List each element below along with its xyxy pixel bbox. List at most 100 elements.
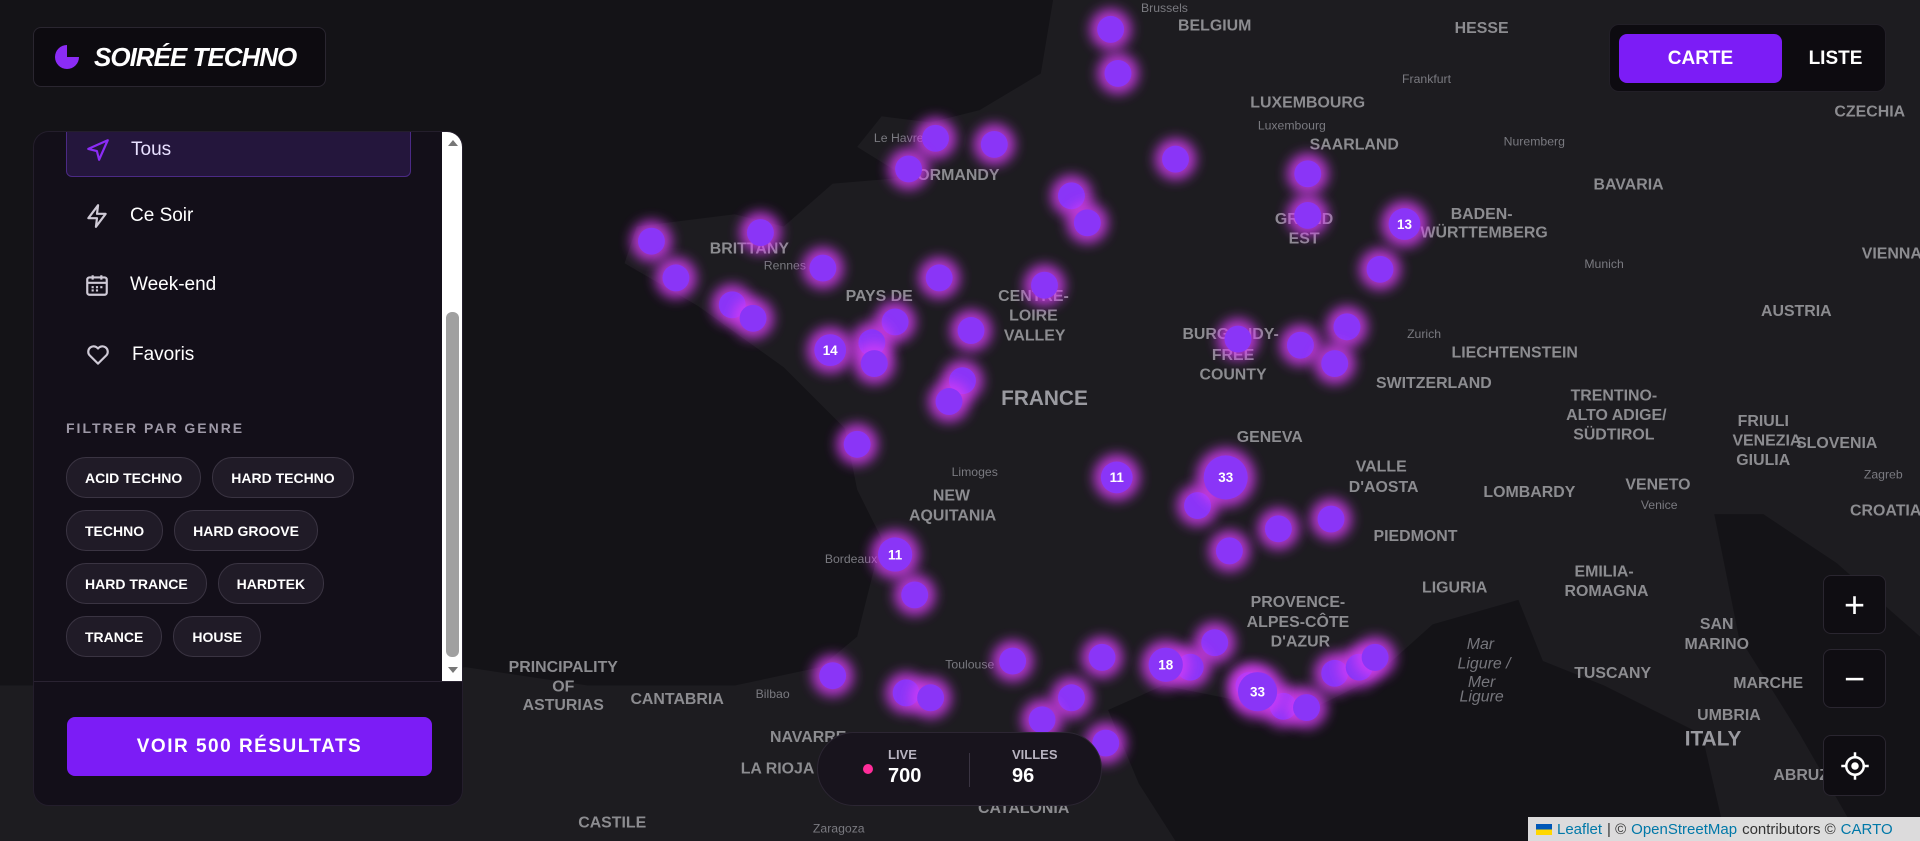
filter-title: FILTRER PAR GENRE [66,420,245,436]
attribution-link[interactable]: Leaflet [1557,820,1603,838]
event-marker[interactable] [909,676,952,719]
logo[interactable]: SOIRÉE TECHNO [33,27,326,87]
event-marker[interactable] [893,574,936,616]
event-marker[interactable] [1021,698,1063,741]
marker-dot [1317,505,1345,533]
map-label: BELGIUM [1178,18,1251,35]
genre-chip[interactable]: TECHNO [66,510,164,551]
event-marker[interactable] [732,297,774,340]
event-marker[interactable] [991,640,1034,682]
menu-item[interactable]: Week-end [66,258,409,311]
event-marker[interactable] [928,380,970,423]
map-label: AUSTRIA [1761,303,1832,320]
event-marker[interactable] [1023,264,1066,307]
attribution-link[interactable]: OpenStreetMap [1631,820,1738,838]
event-marker[interactable] [1217,318,1259,360]
map-label: Zagreb [1864,468,1903,482]
marker-dot [1057,684,1085,712]
menu-item[interactable]: Favoris [66,328,409,381]
event-marker[interactable] [1286,153,1329,195]
stat-value: 96 [1012,765,1035,787]
menu-label: Week-end [130,273,217,295]
event-marker[interactable] [1279,324,1322,367]
zoom-in[interactable]: + [1823,575,1886,634]
cluster-marker[interactable]: 33 [1196,448,1256,507]
marker-dot [999,647,1027,675]
cluster-marker[interactable]: 11 [870,530,920,580]
event-marker[interactable] [1286,194,1329,237]
event-marker[interactable] [1354,636,1396,679]
event-marker[interactable] [1326,306,1368,348]
marker-dot [843,430,871,458]
map-label: UMBRIA [1697,707,1761,724]
locate-button[interactable] [1823,735,1886,796]
genre-chip[interactable]: TRANCE [66,616,163,657]
genre-chip[interactable]: ACID TECHNO [66,457,202,498]
marker-dot [881,308,909,336]
menu-label: Favoris [132,343,195,365]
cluster-marker[interactable]: 14 [806,326,854,374]
event-marker[interactable] [918,257,960,299]
divider [969,753,970,787]
marker-dot [1097,15,1125,43]
event-marker[interactable] [1066,201,1109,244]
event-marker[interactable] [630,220,673,262]
map-label: SAARLAND [1310,136,1399,153]
nav-liste[interactable]: LISTE [1808,47,1863,69]
event-marker[interactable] [914,117,957,160]
map-label: ALTO ADIGE/ [1566,407,1667,424]
event-marker[interactable] [973,123,1016,166]
event-marker[interactable] [836,423,878,466]
marker-dot [925,264,953,292]
results-button[interactable]: VOIR 500 RÉSULTATS [67,717,432,776]
marker-dot [860,350,888,378]
event-marker[interactable] [802,247,844,289]
event-marker[interactable] [1313,342,1356,385]
event-marker[interactable] [811,654,854,697]
event-marker[interactable] [950,309,992,352]
nav-carte[interactable]: CARTE [1619,34,1782,83]
zoom-out[interactable]: − [1823,649,1886,708]
map-label: EMILIA- [1574,564,1633,581]
icon [87,344,109,365]
event-marker[interactable] [1359,248,1401,291]
event-marker[interactable] [1285,686,1328,729]
event-marker[interactable] [1081,636,1123,679]
event-marker[interactable] [1154,138,1197,180]
event-marker[interactable] [1208,530,1251,572]
event-marker[interactable] [887,148,930,190]
cluster-marker[interactable]: 13 [1381,200,1428,248]
genre-chip[interactable]: HARDTEK [217,563,325,604]
genre-chip[interactable]: HARD TECHNO [212,457,354,498]
event-marker[interactable] [739,211,782,254]
menu-label: Ce Soir [130,204,194,226]
map-label: LUXEMBOURG [1250,95,1365,112]
map-label: Mar [1467,636,1495,653]
genre-chip[interactable]: HOUSE [173,616,262,657]
event-marker[interactable] [1257,508,1300,550]
map-label: MARCHE [1733,675,1803,692]
marker-dot [895,155,923,183]
cluster-marker[interactable]: 18 [1141,640,1191,690]
genre-chip[interactable]: HARD TRANCE [66,563,207,604]
map-label: LOIRE [1009,308,1058,325]
genre-chip[interactable]: HARD GROOVE [174,510,318,551]
event-marker[interactable] [1050,676,1093,719]
menu-item[interactable]: Tous [66,132,411,177]
event-marker[interactable] [853,342,896,385]
map-label: SWITZERLAND [1376,375,1492,392]
map-label: ALPES-CÔTE [1247,612,1350,631]
scrollbar[interactable] [442,132,462,681]
cluster-marker[interactable]: 11 [1093,454,1140,501]
event-marker[interactable] [1310,498,1352,540]
attribution-link[interactable]: CARTO [1840,820,1893,838]
event-marker[interactable] [1097,52,1139,95]
menu-item[interactable]: Ce Soir [66,189,409,242]
marker-dot [1057,182,1085,210]
event-marker[interactable] [655,257,697,299]
cluster-marker[interactable]: 33 [1230,664,1285,719]
scrollbar-graphic [446,140,459,673]
event-marker[interactable] [1089,8,1132,51]
map-label: Ligure [1460,688,1504,705]
